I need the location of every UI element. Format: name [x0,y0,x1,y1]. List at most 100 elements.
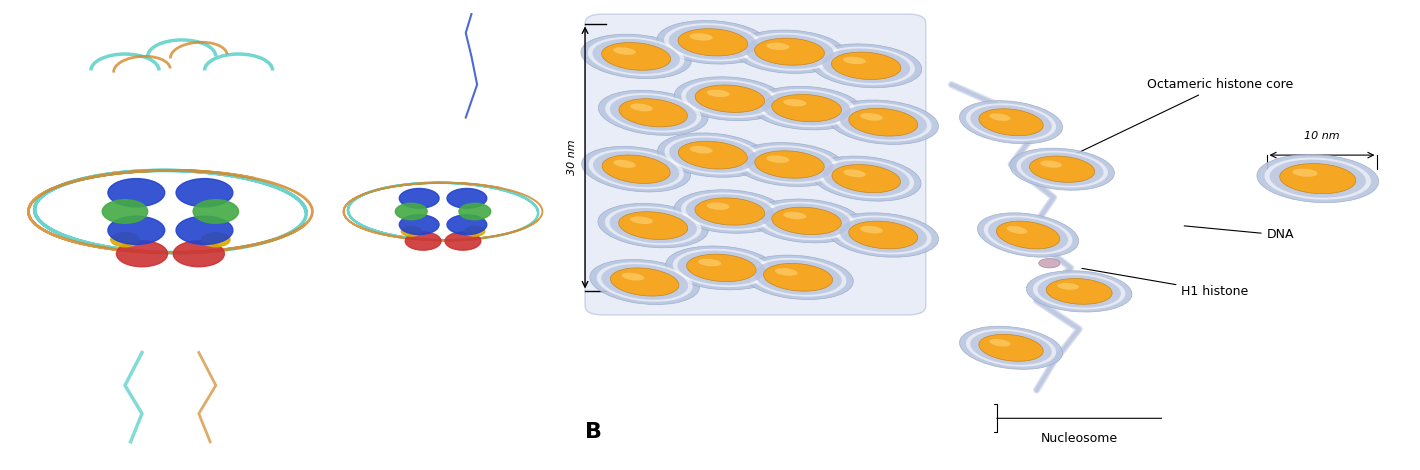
Ellipse shape [665,136,761,174]
Ellipse shape [970,331,1052,365]
Ellipse shape [811,44,922,88]
Ellipse shape [679,141,747,169]
Ellipse shape [699,259,721,266]
Ellipse shape [666,246,777,290]
Ellipse shape [176,179,233,207]
Ellipse shape [669,138,757,172]
Ellipse shape [674,190,785,233]
Text: Octameric histone core: Octameric histone core [1056,78,1294,163]
Ellipse shape [977,213,1079,257]
Ellipse shape [202,233,230,247]
Ellipse shape [102,200,148,223]
Text: 30 nm: 30 nm [567,140,578,175]
Ellipse shape [966,103,1056,141]
Ellipse shape [758,89,855,127]
Ellipse shape [687,254,755,282]
Ellipse shape [602,155,670,183]
Ellipse shape [589,259,700,305]
Ellipse shape [459,203,491,220]
Ellipse shape [1032,274,1126,309]
Ellipse shape [984,216,1072,254]
Text: A: A [17,426,34,446]
Ellipse shape [581,34,692,78]
Ellipse shape [978,334,1044,361]
Ellipse shape [1056,283,1079,290]
Ellipse shape [173,241,224,266]
Ellipse shape [1269,159,1366,198]
Ellipse shape [665,23,761,62]
Ellipse shape [690,146,713,154]
Ellipse shape [602,42,670,70]
Ellipse shape [399,188,439,208]
Ellipse shape [613,160,636,168]
Ellipse shape [108,179,165,207]
Ellipse shape [402,227,422,236]
Ellipse shape [988,218,1068,252]
Ellipse shape [978,109,1044,136]
Ellipse shape [1030,156,1095,182]
Ellipse shape [784,99,807,106]
Ellipse shape [677,29,748,56]
Ellipse shape [588,149,684,189]
Ellipse shape [622,273,645,281]
Ellipse shape [605,93,701,133]
Ellipse shape [1007,226,1028,234]
Ellipse shape [611,268,679,296]
Ellipse shape [108,216,165,244]
Ellipse shape [686,81,774,116]
Ellipse shape [966,329,1056,367]
Ellipse shape [828,213,939,257]
Ellipse shape [1279,164,1356,194]
Ellipse shape [764,263,832,291]
Ellipse shape [1021,153,1103,186]
FancyBboxPatch shape [585,14,926,315]
Ellipse shape [818,47,914,85]
Ellipse shape [767,156,790,163]
Ellipse shape [751,86,862,130]
Ellipse shape [447,215,487,235]
Ellipse shape [990,339,1011,346]
Ellipse shape [818,159,914,198]
Ellipse shape [822,48,910,83]
Ellipse shape [843,169,866,177]
Ellipse shape [751,199,862,243]
Ellipse shape [839,218,927,252]
Ellipse shape [755,151,824,178]
Ellipse shape [405,232,442,250]
Ellipse shape [674,77,785,121]
Ellipse shape [592,39,680,74]
Ellipse shape [598,90,709,135]
Ellipse shape [743,255,853,299]
Ellipse shape [835,103,932,141]
Ellipse shape [835,216,932,254]
Ellipse shape [772,207,841,235]
Ellipse shape [588,37,684,76]
Ellipse shape [997,221,1059,249]
Ellipse shape [843,57,866,64]
Ellipse shape [741,145,838,184]
Ellipse shape [775,268,798,276]
Ellipse shape [447,188,487,208]
Ellipse shape [682,79,778,118]
Text: DNA: DNA [1184,226,1294,242]
Ellipse shape [1038,275,1120,308]
Ellipse shape [696,85,764,112]
Text: H1 histone: H1 histone [1082,268,1248,298]
Ellipse shape [741,33,838,70]
Ellipse shape [395,203,427,220]
Ellipse shape [1047,279,1112,304]
Ellipse shape [686,194,774,229]
Ellipse shape [763,91,851,125]
Ellipse shape [970,105,1052,139]
Ellipse shape [673,249,770,287]
Ellipse shape [754,260,842,295]
Ellipse shape [613,47,636,55]
Ellipse shape [677,251,765,285]
Ellipse shape [657,21,768,64]
Ellipse shape [594,151,679,187]
Ellipse shape [619,99,687,127]
Ellipse shape [111,233,139,247]
Ellipse shape [619,212,687,240]
Ellipse shape [734,30,845,73]
Ellipse shape [832,164,900,193]
